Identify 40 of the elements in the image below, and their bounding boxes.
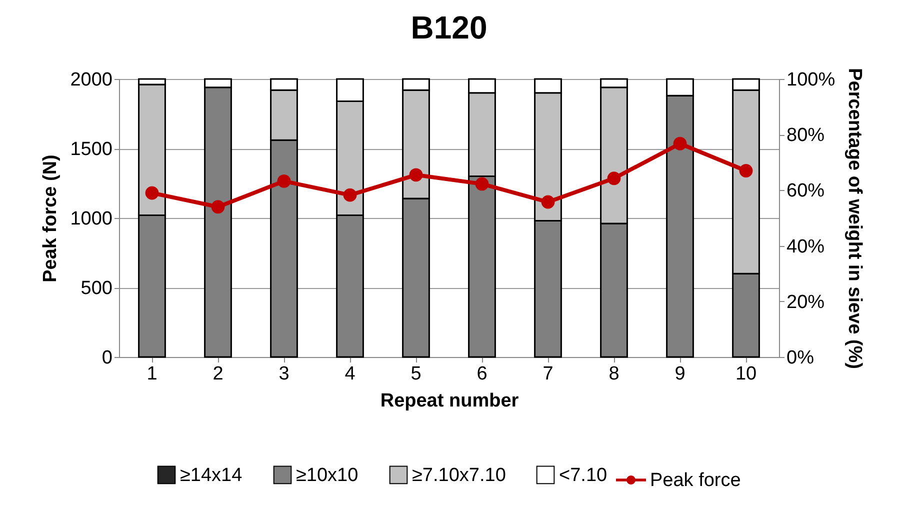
x-tick-label: 3 bbox=[278, 364, 290, 384]
x-axis-title: Repeat number bbox=[380, 390, 520, 412]
x-tick-label: 8 bbox=[608, 364, 620, 384]
point bbox=[343, 188, 357, 202]
x-tick-label: 10 bbox=[735, 364, 757, 384]
x-tick-label: 7 bbox=[542, 364, 554, 384]
x-tick-label: 5 bbox=[410, 364, 422, 384]
point bbox=[277, 174, 291, 188]
y-tick-label: 0 bbox=[102, 348, 112, 368]
y-tick-label: 1500 bbox=[70, 139, 112, 160]
legend-label: ≥10x10 bbox=[296, 464, 358, 486]
y2-tick-label: 60% bbox=[786, 180, 825, 202]
legend-label: Peak force bbox=[650, 470, 741, 491]
y-axis-title: Peak force (N) bbox=[40, 154, 62, 282]
point bbox=[475, 177, 489, 191]
point bbox=[541, 195, 555, 209]
point bbox=[409, 168, 423, 182]
y2-tick-label: 80% bbox=[786, 125, 825, 146]
y2-tick-label: 40% bbox=[786, 236, 825, 258]
y2-tick-label: 100% bbox=[786, 70, 836, 90]
point bbox=[739, 164, 753, 178]
point bbox=[673, 136, 687, 150]
legend-label: <7.10 bbox=[559, 464, 608, 486]
point bbox=[607, 172, 621, 186]
point bbox=[211, 200, 225, 214]
x-tick-label: 6 bbox=[476, 364, 488, 384]
x-tick-label: 9 bbox=[674, 364, 686, 384]
y2-tick-label: 0% bbox=[786, 348, 814, 368]
y-tick-label: 1000 bbox=[70, 208, 112, 230]
legend-label: ≥7.10x7.10 bbox=[412, 464, 506, 486]
point bbox=[145, 186, 159, 200]
y-tick-label: 2000 bbox=[70, 70, 112, 90]
x-tick-label: 1 bbox=[146, 364, 158, 384]
legend-label: ≥14x14 bbox=[180, 464, 243, 486]
y2-tick-label: 20% bbox=[786, 292, 825, 313]
x-tick-label: 4 bbox=[344, 364, 356, 384]
y-tick-label: 500 bbox=[80, 278, 112, 299]
chart-title: B120 bbox=[410, 10, 488, 46]
y2-axis-title: Percentage of weight in sieve (%) bbox=[844, 68, 866, 369]
x-tick-label: 2 bbox=[212, 364, 224, 384]
